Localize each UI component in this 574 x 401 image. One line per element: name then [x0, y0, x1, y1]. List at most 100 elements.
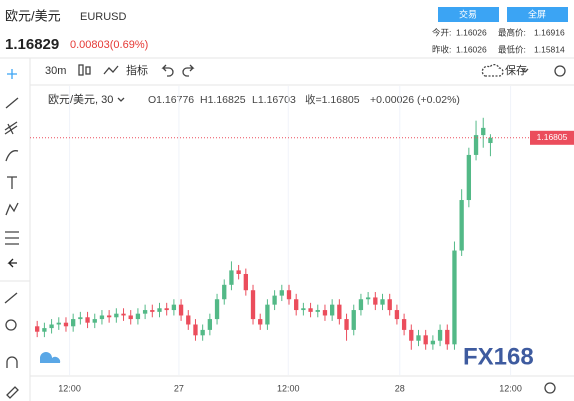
candle-body: [150, 310, 155, 312]
candle-body: [265, 304, 270, 325]
candle-body: [365, 297, 371, 300]
x-tick-label: 28: [395, 383, 405, 393]
back-tool[interactable]: [7, 258, 17, 268]
candle-body: [178, 304, 184, 316]
legend-open: O1.16776: [148, 94, 194, 106]
text-tool[interactable]: [7, 176, 17, 189]
magnet-tool[interactable]: [6, 356, 18, 368]
trade-button[interactable]: [438, 7, 499, 22]
x-tick-label: 27: [174, 383, 184, 393]
candle-body: [56, 322, 61, 325]
legend-high: H1.16825: [200, 94, 246, 106]
watermark: FX168: [463, 343, 534, 370]
indicators[interactable]: 指标: [126, 63, 148, 77]
candle-body: [380, 299, 385, 305]
candle-body: [258, 319, 263, 325]
ruler-tool[interactable]: [4, 292, 18, 304]
save-menu-icon[interactable]: [521, 68, 529, 73]
zoom-tool[interactable]: [5, 319, 17, 331]
stat-value: 1.16026: [456, 27, 487, 37]
candle-body: [452, 250, 457, 345]
candle-body: [92, 319, 97, 323]
candle-body: [272, 295, 277, 305]
legend-low: L1.16703: [252, 94, 296, 106]
candle-body: [344, 319, 349, 330]
candle-body: [78, 317, 83, 320]
candle-body: [35, 326, 40, 332]
line-tool[interactable]: [5, 97, 19, 109]
candle-body: [214, 299, 220, 320]
candle-body: [322, 310, 328, 316]
candle-body: [243, 273, 248, 291]
candle-body: [63, 322, 69, 327]
candle-body: [85, 317, 90, 323]
fullscreen-button-label[interactable]: 全屏: [528, 8, 546, 19]
price: 1.16829: [5, 36, 59, 53]
x-tick-label: 12:00: [277, 383, 300, 393]
candle-body: [229, 270, 234, 285]
candle-body: [157, 308, 162, 312]
candle-body: [315, 310, 320, 312]
legend-title: 欧元/美元, 30: [48, 93, 113, 106]
candle-body: [351, 310, 356, 330]
fullscreen-button[interactable]: [507, 7, 568, 22]
stat-value: 1.16916: [534, 27, 565, 37]
candle-body: [114, 313, 119, 318]
candle-body: [445, 329, 450, 345]
x-tick-label: 12:00: [58, 383, 81, 393]
prediction-tool[interactable]: [5, 231, 19, 245]
fib-tool[interactable]: [4, 121, 18, 135]
redo-icon[interactable]: [182, 64, 195, 77]
lock-tool[interactable]: [6, 386, 19, 399]
candle-body: [437, 329, 443, 341]
candle-body: [135, 313, 141, 320]
candle-body: [394, 310, 400, 320]
save[interactable]: 保存: [505, 63, 527, 77]
candle-body: [488, 137, 493, 144]
candle-body: [337, 304, 342, 320]
trade-button-label[interactable]: 交易: [459, 8, 477, 19]
candle-icon[interactable]: [78, 64, 91, 76]
candle-body: [473, 135, 479, 155]
cloud-icon[interactable]: [481, 63, 504, 77]
candle-body: [330, 304, 335, 316]
symbol-name: 欧元/美元: [5, 8, 61, 23]
interval[interactable]: 30m: [45, 65, 66, 77]
candle-body: [459, 200, 464, 251]
candle-body: [99, 315, 105, 320]
candle-body: [358, 299, 364, 311]
settings-icon[interactable]: [554, 65, 566, 77]
candle-body: [286, 290, 292, 300]
candle-body: [466, 154, 472, 201]
stat-value: 1.15814: [534, 44, 565, 54]
brush-tool[interactable]: [5, 150, 19, 162]
candle-body: [42, 328, 47, 332]
axis-settings-icon[interactable]: [544, 382, 556, 394]
candle-body: [106, 315, 112, 318]
crosshair-tool[interactable]: [7, 69, 17, 79]
candle-body: [301, 308, 306, 311]
candle-body: [387, 299, 392, 311]
last-price-label: 1.16805: [537, 132, 568, 142]
candle-body: [308, 308, 313, 312]
undo-icon[interactable]: [161, 64, 174, 77]
candle-body: [279, 290, 284, 296]
candle-body: [49, 324, 54, 329]
candle-body: [142, 310, 148, 314]
candle-body: [121, 313, 126, 316]
candle-body: [128, 315, 133, 320]
indicator-icon[interactable]: [103, 65, 119, 75]
candle-body: [207, 319, 213, 330]
drawing-tools: [4, 69, 19, 399]
last-price-box: [530, 130, 574, 145]
candle-body: [164, 308, 169, 311]
pattern-tool[interactable]: [5, 202, 19, 216]
candle-body: [222, 284, 227, 300]
stat-label: 今开:: [432, 27, 451, 37]
x-tick-label: 12:00: [499, 383, 522, 393]
candle-body: [193, 324, 198, 336]
candle-body: [236, 270, 241, 274]
legend-menu-icon[interactable]: [117, 97, 125, 102]
